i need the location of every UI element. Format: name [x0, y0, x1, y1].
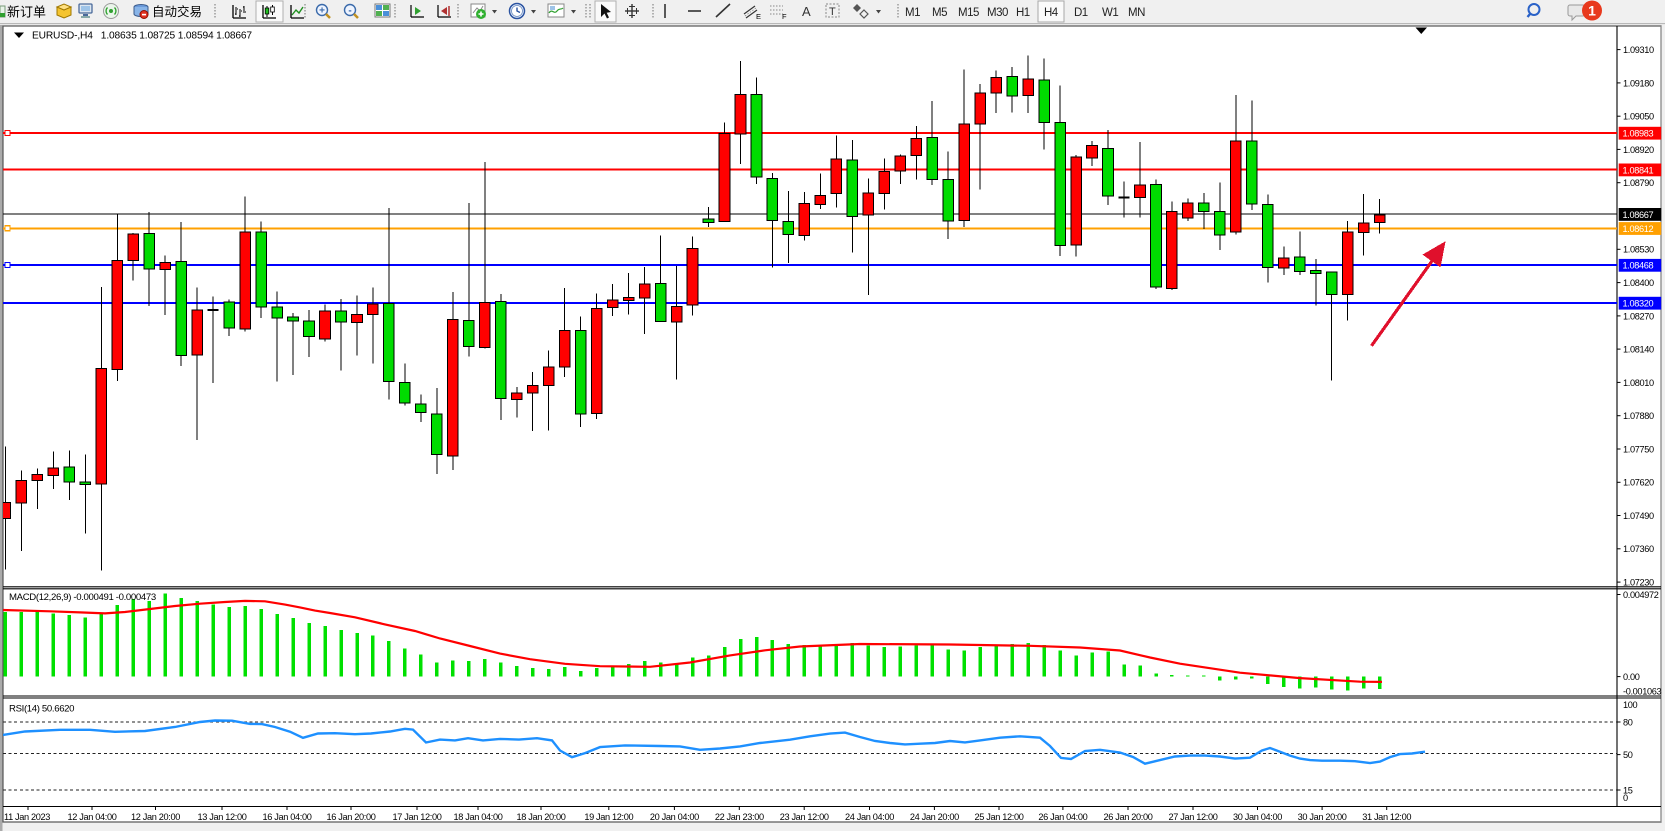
svg-text:30 Jan 20:00: 30 Jan 20:00: [1298, 812, 1347, 822]
svg-text:22 Jan 23:00: 22 Jan 23:00: [715, 812, 764, 822]
svg-text:自动交易: 自动交易: [152, 4, 202, 19]
svg-text:1.08841: 1.08841: [1623, 165, 1654, 175]
svg-text:M5: M5: [932, 7, 947, 19]
svg-text:1.08140: 1.08140: [1623, 345, 1654, 355]
svg-text:F: F: [782, 12, 787, 21]
svg-text:1.08920: 1.08920: [1623, 145, 1654, 155]
svg-text:MN: MN: [1128, 7, 1145, 19]
svg-text:1.08790: 1.08790: [1623, 178, 1654, 188]
svg-text:-0.001063: -0.001063: [1623, 687, 1661, 697]
svg-text:1.08468: 1.08468: [1623, 261, 1654, 271]
svg-text:30 Jan 04:00: 30 Jan 04:00: [1233, 812, 1282, 822]
svg-text:11 Jan 2023: 11 Jan 2023: [4, 812, 50, 822]
svg-text:16 Jan 20:00: 16 Jan 20:00: [327, 812, 376, 822]
svg-text:D1: D1: [1074, 7, 1088, 19]
svg-text:20 Jan 04:00: 20 Jan 04:00: [650, 812, 699, 822]
svg-text:23 Jan 12:00: 23 Jan 12:00: [780, 812, 829, 822]
svg-text:1.08270: 1.08270: [1623, 311, 1654, 321]
svg-text:13 Jan 12:00: 13 Jan 12:00: [198, 812, 247, 822]
svg-text:M30: M30: [987, 7, 1008, 19]
svg-text:1.07360: 1.07360: [1623, 544, 1654, 554]
svg-text:0: 0: [1623, 793, 1628, 803]
svg-text:A: A: [802, 4, 811, 19]
svg-text:16 Jan 04:00: 16 Jan 04:00: [263, 812, 312, 822]
svg-text:1.09310: 1.09310: [1623, 45, 1654, 55]
svg-text:80: 80: [1623, 717, 1633, 727]
svg-text:1.07490: 1.07490: [1623, 511, 1654, 521]
svg-text:新订单: 新订单: [7, 5, 46, 20]
svg-text:+: +: [319, 6, 325, 17]
svg-text:26 Jan 20:00: 26 Jan 20:00: [1104, 812, 1153, 822]
svg-text:E: E: [756, 12, 761, 21]
svg-text:M15: M15: [958, 7, 979, 19]
svg-text:17 Jan 12:00: 17 Jan 12:00: [393, 812, 442, 822]
svg-text:W1: W1: [1102, 7, 1118, 19]
svg-text:18 Jan 20:00: 18 Jan 20:00: [517, 812, 566, 822]
svg-text:1.07230: 1.07230: [1623, 578, 1654, 588]
svg-text:1.09050: 1.09050: [1623, 112, 1654, 122]
svg-text:12 Jan 20:00: 12 Jan 20:00: [131, 812, 180, 822]
svg-text:50: 50: [1623, 750, 1633, 760]
svg-text:0.00: 0.00: [1623, 672, 1640, 682]
svg-text:M1: M1: [905, 7, 920, 19]
svg-text:1.09180: 1.09180: [1623, 78, 1654, 88]
svg-text:25 Jan 12:00: 25 Jan 12:00: [975, 812, 1024, 822]
svg-text:1.07880: 1.07880: [1623, 411, 1654, 421]
svg-text:RSI(14) 50.6620: RSI(14) 50.6620: [9, 704, 74, 715]
svg-text:31 Jan 12:00: 31 Jan 12:00: [1362, 812, 1411, 822]
svg-text:H1: H1: [1016, 7, 1030, 19]
svg-text:1.08530: 1.08530: [1623, 245, 1654, 255]
svg-text:24 Jan 20:00: 24 Jan 20:00: [910, 812, 959, 822]
svg-text:1.08320: 1.08320: [1623, 299, 1654, 309]
svg-text:1.07750: 1.07750: [1623, 444, 1654, 454]
svg-text:12 Jan 04:00: 12 Jan 04:00: [68, 812, 117, 822]
svg-text:1: 1: [1588, 3, 1596, 19]
svg-text:19 Jan 12:00: 19 Jan 12:00: [584, 812, 633, 822]
svg-text:T: T: [829, 6, 836, 18]
svg-text:0.004972: 0.004972: [1623, 590, 1659, 600]
svg-text:18 Jan 04:00: 18 Jan 04:00: [454, 812, 503, 822]
svg-text:MACD(12,26,9) -0.000491 -0.000: MACD(12,26,9) -0.000491 -0.000473: [9, 592, 156, 603]
svg-text:1.08010: 1.08010: [1623, 378, 1654, 388]
svg-text:EURUSD-,H4 1.08635 1.08725 1: EURUSD-,H4 1.08635 1.08725 1.08594 1.086…: [32, 31, 252, 42]
svg-text:1.08667: 1.08667: [1623, 210, 1654, 220]
svg-text:100: 100: [1623, 700, 1638, 710]
svg-text:-: -: [348, 6, 351, 17]
svg-text:27 Jan 12:00: 27 Jan 12:00: [1169, 812, 1218, 822]
svg-text:H4: H4: [1044, 7, 1059, 19]
svg-text:1.07620: 1.07620: [1623, 478, 1654, 488]
svg-text:15: 15: [1623, 785, 1633, 795]
svg-text:1.08612: 1.08612: [1623, 224, 1654, 234]
svg-text:1.08983: 1.08983: [1623, 129, 1654, 139]
svg-text:26 Jan 04:00: 26 Jan 04:00: [1038, 812, 1087, 822]
svg-text:24 Jan 04:00: 24 Jan 04:00: [845, 812, 894, 822]
svg-text:1.08400: 1.08400: [1623, 278, 1654, 288]
